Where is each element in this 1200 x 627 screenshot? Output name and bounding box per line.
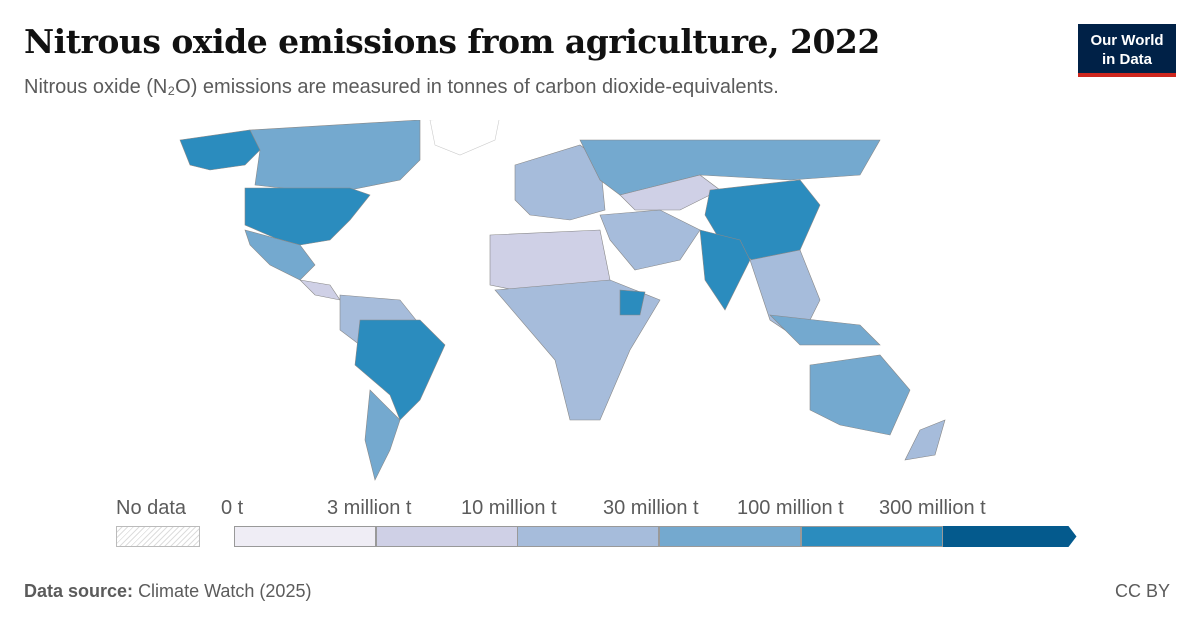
owid-logo[interactable]: Our World in Data [1078, 24, 1176, 77]
legend-bin-0[interactable] [234, 526, 376, 547]
india[interactable] [699, 229, 751, 311]
united-states[interactable] [244, 187, 371, 246]
australia[interactable] [809, 354, 911, 436]
license-link[interactable]: CC BY [1114, 581, 1170, 601]
canada[interactable] [249, 120, 421, 191]
source-link[interactable]: Climate Watch (2025) [138, 581, 312, 601]
data-source: Data source: Climate Watch (2025) [24, 581, 311, 602]
chart-title: Nitrous oxide emissions from agriculture… [24, 22, 880, 61]
legend-bin-5[interactable] [942, 526, 1077, 547]
legend-label-300m: 300 million t [879, 497, 986, 519]
russia[interactable] [579, 139, 881, 196]
logo-line2: in Data [1101, 51, 1152, 68]
legend-label-100m: 100 million t [737, 497, 844, 519]
legend-no-data-label: No data [116, 497, 187, 519]
legend-bin-1[interactable] [375, 526, 518, 547]
legend-bin-4[interactable] [800, 526, 943, 547]
chart-subtitle: Nitrous oxide (N₂O) emissions are measur… [24, 76, 779, 98]
kazakhstan[interactable] [619, 174, 721, 211]
argentina[interactable] [364, 389, 401, 481]
central-america[interactable] [299, 279, 341, 301]
legend-bin-3[interactable] [659, 526, 802, 547]
legend-label-30m: 30 million t [603, 497, 699, 519]
indonesia[interactable] [769, 314, 881, 346]
sub-saharan-africa[interactable] [494, 279, 661, 421]
legend-bin-2[interactable] [517, 526, 660, 547]
legend-label-0: 0 t [221, 497, 244, 519]
no-data-swatch [116, 526, 200, 547]
new-zealand[interactable] [904, 419, 946, 461]
logo-line1: Our World [1090, 32, 1164, 49]
legend-label-10m: 10 million t [461, 497, 557, 519]
source-label: Data source: [24, 581, 134, 601]
europe[interactable] [514, 144, 606, 221]
greenland[interactable] [429, 120, 500, 156]
ethiopia[interactable] [619, 289, 646, 316]
legend-label-3m: 3 million t [327, 497, 412, 519]
alaska[interactable] [179, 129, 261, 171]
world-map[interactable] [100, 120, 1100, 490]
brazil[interactable] [354, 319, 446, 421]
middle-east[interactable] [599, 209, 701, 271]
